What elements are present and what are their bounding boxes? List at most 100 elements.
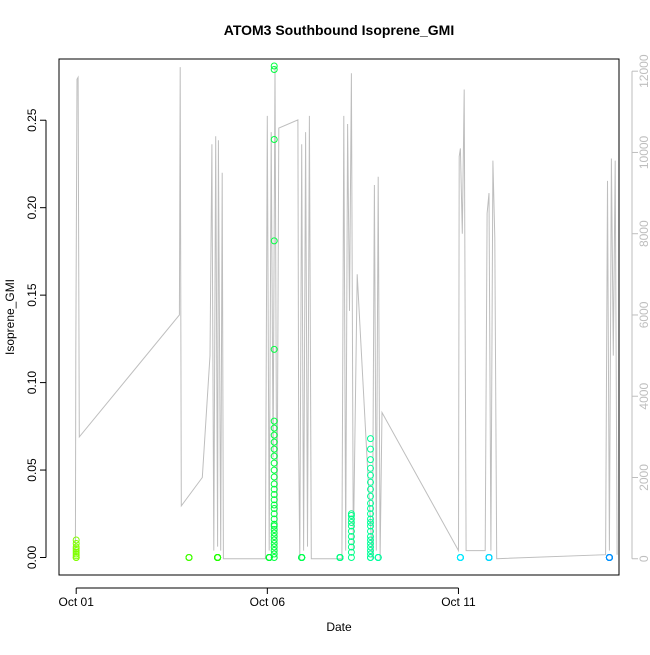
- y-tick-label: 0.25: [25, 108, 39, 132]
- data-point: [270, 515, 278, 523]
- data-point: [270, 473, 278, 481]
- y2-tick-label: 10000: [637, 135, 650, 169]
- y-tick-label: 0.20: [25, 196, 39, 220]
- data-point: [367, 543, 374, 551]
- data-point: [347, 543, 355, 551]
- data-point: [367, 435, 374, 443]
- data-point: [72, 536, 80, 544]
- plot-area: [72, 62, 618, 561]
- data-point: [367, 478, 374, 486]
- data-point: [336, 554, 344, 561]
- data-point: [367, 522, 374, 530]
- data-point: [270, 452, 278, 460]
- data-point: [270, 417, 278, 425]
- data-point: [374, 554, 382, 561]
- y-axis-title: Isoprene_GMI: [3, 279, 17, 355]
- data-point: [270, 424, 278, 432]
- data-point: [347, 538, 355, 546]
- data-point: [270, 466, 278, 474]
- data-point: [270, 510, 278, 518]
- y2-tick-label: 12000: [637, 54, 650, 88]
- data-point: [347, 554, 355, 561]
- data-point: [72, 540, 80, 547]
- data-point: [270, 66, 278, 73]
- y2-tick-label: 0: [637, 555, 650, 562]
- background-series-line: [74, 67, 618, 560]
- data-point: [270, 136, 278, 143]
- chart-title: ATOM3 Southbound Isoprene_GMI: [224, 22, 454, 38]
- data-point: [347, 515, 355, 523]
- x-tick-label: Oct 11: [441, 595, 476, 609]
- x-tick-label: Oct 01: [59, 595, 95, 609]
- y-tick-label: 0.00: [25, 546, 39, 570]
- data-point: [270, 480, 278, 488]
- data-point: [367, 445, 374, 453]
- data-point: [367, 510, 374, 518]
- data-point: [270, 547, 278, 554]
- data-point: [367, 485, 374, 493]
- data-point: [265, 554, 273, 561]
- data-point: [270, 345, 278, 353]
- data-point: [270, 445, 278, 453]
- data-point: [270, 554, 278, 561]
- data-point: [214, 554, 222, 561]
- axes: 0.00 0.05 0.10 0.15 0.20 0.25 0 2000 4000 6000 800…: [25, 54, 650, 609]
- data-point: [347, 510, 355, 518]
- y-tick-label: 0.10: [25, 371, 39, 395]
- data-point: [367, 471, 374, 479]
- data-point: [367, 499, 374, 507]
- data-point: [367, 536, 374, 544]
- data-point: [270, 529, 278, 537]
- data-point: [270, 520, 278, 528]
- y2-tick-label: 2000: [637, 464, 650, 491]
- data-point: [270, 536, 278, 544]
- x-tick-label: Oct 06: [250, 595, 286, 609]
- data-point: [605, 554, 613, 561]
- data-point: [347, 527, 355, 535]
- data-point: [367, 554, 374, 561]
- data-point: [270, 543, 278, 551]
- data-point: [270, 505, 278, 512]
- data-point: [270, 459, 278, 467]
- data-point: [270, 501, 278, 509]
- data-point: [456, 554, 464, 561]
- data-point: [367, 519, 374, 526]
- x-axis-title: Date: [326, 620, 352, 634]
- data-point: [270, 62, 278, 70]
- data-point: [367, 540, 374, 547]
- y2-tick-label: 6000: [637, 301, 650, 328]
- data-point: [270, 550, 278, 558]
- data-point: [270, 491, 278, 498]
- data-point: [485, 554, 493, 561]
- y-tick-label: 0.05: [25, 458, 39, 482]
- data-point: [367, 533, 374, 540]
- data-point: [367, 492, 374, 500]
- y2-tick-label: 4000: [637, 383, 650, 410]
- data-point: [185, 554, 193, 561]
- data-point: [347, 548, 355, 556]
- data-point: [298, 554, 306, 561]
- data-point: [72, 543, 80, 551]
- data-point: [270, 485, 278, 493]
- data-point: [367, 456, 374, 464]
- data-point: [270, 438, 278, 446]
- data-point: [367, 464, 374, 472]
- y2-tick-label: 8000: [637, 220, 650, 247]
- data-point: [367, 547, 374, 554]
- data-point: [270, 237, 278, 245]
- data-point: [347, 533, 355, 540]
- data-point: [270, 540, 278, 547]
- data-point: [367, 550, 374, 558]
- data-point: [347, 519, 355, 526]
- data-point: [270, 431, 278, 439]
- data-point: [367, 515, 374, 523]
- data-point: [270, 496, 278, 504]
- data-point: [367, 527, 374, 535]
- data-point: [270, 533, 278, 540]
- plot-frame: [58, 58, 620, 576]
- data-point: [347, 522, 355, 530]
- data-point: [367, 505, 374, 512]
